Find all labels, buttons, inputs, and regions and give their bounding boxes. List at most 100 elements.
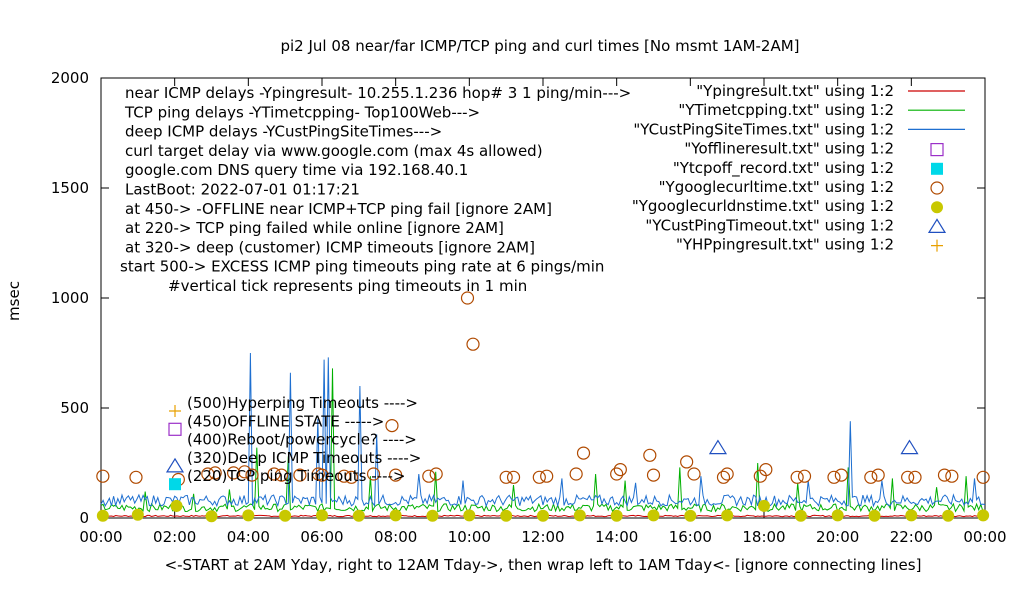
data-point (131, 508, 144, 521)
legend-label: "YHPpingresult.txt" using 1:2 (676, 236, 894, 254)
data-point (576, 446, 591, 460)
data-point (684, 509, 697, 522)
data-point (242, 509, 255, 522)
data-point (758, 499, 770, 512)
data-point (573, 509, 586, 522)
info-line: LastBoot: 2022-07-01 01:17:21 (125, 181, 360, 199)
x-tick-label: 20:00 (816, 528, 859, 546)
y-tick-label: 500 (60, 399, 89, 417)
info-line: at 450-> -OFFLINE near ICMP+TCP ping fai… (125, 200, 552, 218)
data-point (205, 510, 218, 523)
info-line: TCP ping delays -YTimetcpping- Top100Web… (124, 103, 480, 121)
data-point (647, 509, 660, 522)
legend-marker (927, 218, 947, 233)
x-tick-label: 10:00 (448, 528, 491, 546)
data-point (422, 469, 436, 483)
data-point (429, 467, 443, 481)
series-4 (96, 499, 990, 523)
legend-label: "YCustPingTimeout.txt" using 1:2 (645, 216, 894, 234)
annotation-marker (169, 478, 181, 491)
legend-label: "Ygooglecurltime.txt" using 1:2 (659, 178, 894, 196)
data-point (908, 470, 922, 484)
data-point (901, 470, 915, 484)
data-point (208, 466, 222, 480)
data-point (540, 469, 554, 483)
data-point (977, 509, 990, 522)
x-tick-label: 08:00 (374, 528, 417, 546)
data-point (937, 468, 952, 482)
data-point (499, 470, 513, 484)
info-line: at 320-> deep (customer) ICMP timeouts [… (125, 238, 535, 256)
info-line: near ICMP delays -Ypingresult- 10.255.1.… (125, 84, 631, 102)
data-point (721, 509, 734, 522)
data-point (466, 337, 480, 351)
data-point (797, 469, 812, 483)
data-point (613, 463, 627, 477)
data-point (344, 470, 359, 484)
annotation-marker (165, 457, 185, 473)
data-point (790, 470, 804, 484)
data-point (293, 468, 307, 482)
series-2 (100, 352, 986, 508)
data-point (868, 509, 881, 522)
legend-label: "YTimetcpping.txt" using 1:2 (678, 101, 894, 119)
annotations: (500)Hyperping Timeouts ---->(450)OFFLIN… (165, 394, 421, 491)
x-axis-label: <-START at 2AM Yday, right to 12AM Tday-… (165, 556, 922, 574)
legend-label: "Ytcpoff_record.txt" using 1:2 (673, 159, 894, 178)
legend-marker (931, 162, 943, 175)
data-point (96, 469, 110, 483)
info-line: deep ICMP delays -YCustPingSiteTimes---> (125, 123, 442, 141)
x-tick-label: 14:00 (595, 528, 638, 546)
data-point (871, 468, 885, 482)
y-tick-label: 0 (79, 509, 89, 527)
data-point (170, 499, 183, 512)
data-point (905, 509, 918, 522)
y-tick-label: 2000 (51, 69, 89, 87)
legend-marker (931, 239, 943, 252)
x-tick-label: 18:00 (742, 528, 785, 546)
series-line (100, 352, 986, 508)
data-point (643, 448, 657, 462)
data-point (238, 465, 252, 479)
legend-marker (931, 201, 943, 214)
data-point (942, 509, 955, 522)
data-point (610, 509, 623, 522)
series-3 (96, 291, 990, 487)
data-point (716, 470, 731, 484)
annotation-label: (400)Reboot/powercycle? ----> (187, 431, 417, 449)
chart-title: pi2 Jul 08 near/far ICMP/TCP ping and cu… (280, 37, 799, 55)
x-tick-label: 16:00 (669, 528, 712, 546)
annotation-label: (450)OFFLINE STATE -----> (187, 412, 384, 430)
data-point (279, 509, 292, 522)
data-point (315, 468, 329, 482)
data-point (680, 455, 694, 469)
data-point (463, 509, 476, 522)
info-line: curl target delay via www.google.com (ma… (125, 142, 543, 160)
legend: "Ypingresult.txt" using 1:2"YTimetcpping… (632, 82, 965, 254)
info-line: start 500-> EXCESS ICMP ping timeouts pi… (120, 258, 604, 276)
data-point (831, 509, 844, 522)
series-layer (96, 291, 990, 523)
data-point (976, 470, 990, 484)
data-point (945, 469, 959, 483)
annotation-label: (500)Hyperping Timeouts ----> (187, 394, 418, 412)
info-line: at 220-> TCP ping failed while online [i… (125, 219, 504, 237)
annotation-marker (169, 405, 181, 417)
data-point (245, 468, 259, 482)
data-point (537, 509, 549, 522)
axis-ticks: 00:00 02:00 04:00 06:00 08:00 10:00 12:00 14:00… (51, 69, 1007, 546)
x-tick-label: 00:00 (79, 528, 122, 546)
series-5 (708, 439, 919, 455)
data-point (274, 468, 289, 482)
annotation-marker (168, 422, 182, 436)
data-point (900, 439, 919, 455)
data-point (352, 509, 365, 522)
data-point (708, 439, 728, 455)
data-point (389, 509, 402, 522)
data-point (385, 419, 399, 433)
data-point (316, 509, 328, 522)
data-point (460, 291, 475, 305)
data-point (569, 467, 583, 481)
data-point (794, 509, 807, 522)
